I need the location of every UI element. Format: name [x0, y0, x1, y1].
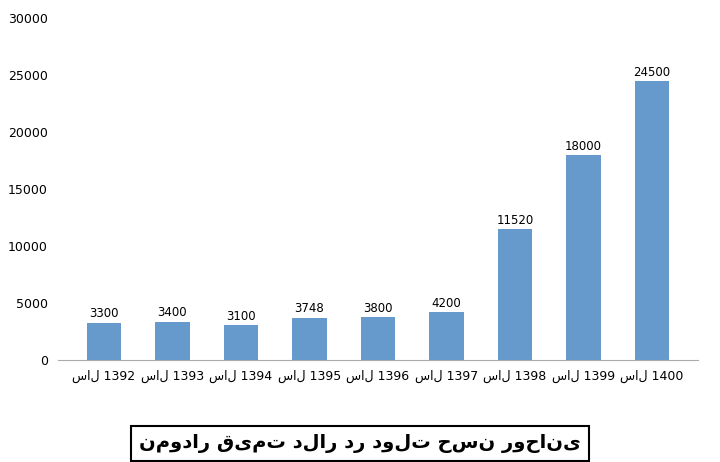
Bar [498, 229, 532, 360]
Bar [567, 155, 600, 360]
Text: 3800: 3800 [364, 302, 392, 315]
Bar [224, 325, 258, 360]
Text: 4200: 4200 [432, 297, 462, 310]
Bar [635, 81, 670, 360]
Bar [86, 323, 121, 360]
Text: 3300: 3300 [89, 308, 119, 321]
Bar [361, 317, 395, 360]
Bar [156, 322, 189, 360]
Text: 3100: 3100 [226, 310, 256, 323]
Text: نمودار قیمت دلار در دولت حسن روحانی: نمودار قیمت دلار در دولت حسن روحانی [139, 434, 581, 453]
Bar [292, 318, 327, 360]
Text: 3400: 3400 [158, 306, 187, 319]
Text: 3748: 3748 [294, 302, 324, 316]
Bar [429, 312, 464, 360]
Text: 18000: 18000 [565, 140, 602, 153]
Text: 11520: 11520 [497, 214, 534, 227]
Text: 24500: 24500 [634, 66, 671, 79]
